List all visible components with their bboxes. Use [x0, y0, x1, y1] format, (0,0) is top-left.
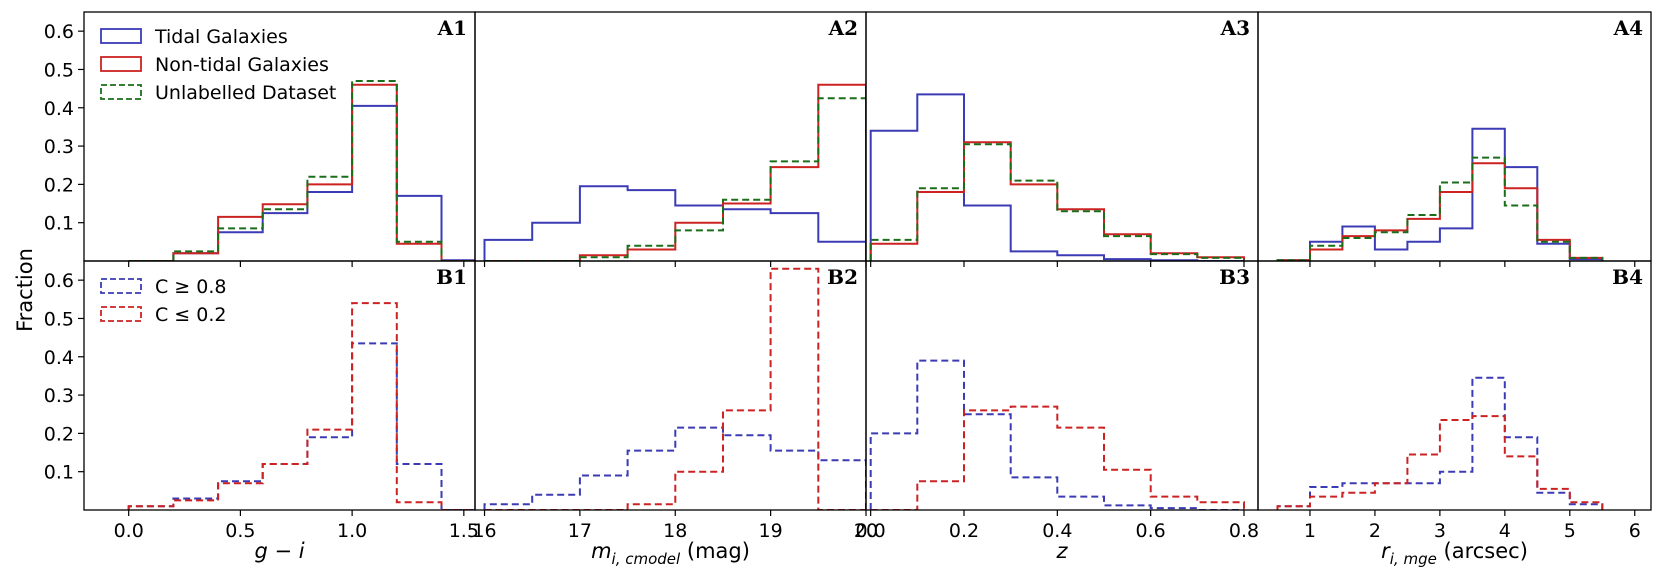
- series-b2-c_high: [483, 426, 866, 510]
- series-b1-c_low: [127, 302, 475, 510]
- x-axis-label-col3: z: [1055, 539, 1068, 563]
- y-tick-label: 0.6: [44, 270, 74, 292]
- y-axis-label: Fraction: [13, 248, 37, 332]
- panel-label-b1: B1: [436, 265, 467, 289]
- panel-b2: B2 16 17 18 19 20: [472, 260, 878, 542]
- panel-frame: [1257, 11, 1652, 262]
- legend-swatch: [100, 306, 142, 322]
- x-tick-label: 2: [1369, 520, 1381, 542]
- x-tick-label: 1.5: [449, 520, 479, 542]
- panel-frame: [83, 260, 476, 511]
- panel-label-a1: A1: [437, 16, 467, 40]
- y-tick-label: 0.3: [44, 136, 74, 158]
- panel-a1: A1 0.1 0.2 0.3 0.4 0.5 0.6: [44, 11, 476, 267]
- panel-label-b4: B4: [1612, 265, 1643, 289]
- series-b2-c_low: [484, 267, 866, 510]
- x-tick-label: 4: [1499, 520, 1511, 542]
- x-tick-label: 1.0: [337, 520, 367, 542]
- y-tick-label: 0.3: [44, 385, 74, 407]
- x-tick-label: 0.4: [1042, 520, 1072, 542]
- panel-label-b3: B3: [1219, 265, 1250, 289]
- legend-swatch: [100, 278, 142, 294]
- legend-label: Unlabelled Dataset: [155, 82, 336, 104]
- x-tick-label: 18: [663, 520, 687, 542]
- legend-swatch: [100, 56, 142, 72]
- x-tick-label: 0.2: [949, 520, 979, 542]
- panel-label-a3: A3: [1220, 16, 1250, 40]
- series-a4-tidal: [1276, 127, 1604, 261]
- series-b1-c_high: [127, 342, 475, 510]
- x-axis-label-col4: ri, mge (arcsec): [1381, 539, 1528, 568]
- y-tick-label: 0.4: [44, 98, 74, 120]
- panel-label-b2: B2: [827, 265, 858, 289]
- series-a3-nontidal: [869, 141, 1245, 261]
- series-b4-c_low: [1276, 415, 1604, 510]
- y-tick-label: 0.1: [44, 462, 74, 484]
- legend-swatch: [100, 84, 142, 100]
- legend-label: C ≤ 0.2: [155, 304, 226, 326]
- x-tick-label: 5: [1564, 520, 1576, 542]
- y-tick-label: 0.6: [44, 21, 74, 43]
- x-axis-label-col1: g − i: [254, 539, 304, 563]
- x-tick-label: 3: [1434, 520, 1446, 542]
- legend-swatch: [100, 28, 142, 44]
- panel-b3: B3 0.0 0.2 0.4 0.6 0.8: [856, 260, 1259, 542]
- x-tick-label: 16: [472, 520, 496, 542]
- panel-frame: [83, 11, 476, 262]
- x-tick-label: 17: [568, 520, 592, 542]
- panels-layer: A1 0.1 0.2 0.3 0.4 0.5 0.6 B1 0.1 0.2 0.3 0.4 0.5 0.6…: [44, 11, 1652, 568]
- x-tick-label: 1: [1304, 520, 1316, 542]
- panel-frame: [865, 260, 1259, 511]
- x-tick-label: 0.8: [1229, 520, 1259, 542]
- series-a2-unlabelled: [484, 97, 866, 261]
- y-tick-label: 0.4: [44, 347, 74, 369]
- x-tick-label: 6: [1629, 520, 1641, 542]
- legend-label: Tidal Galaxies: [154, 26, 288, 48]
- legend-label: C ≥ 0.8: [155, 276, 226, 298]
- panel-label-a4: A4: [1613, 16, 1644, 40]
- x-tick-label: 0.0: [114, 520, 144, 542]
- y-tick-label: 0.5: [44, 308, 74, 330]
- panel-label-a2: A2: [828, 16, 858, 40]
- panel-a4: A4: [1257, 11, 1652, 267]
- x-tick-label: 0.6: [1136, 520, 1166, 542]
- x-tick-label: 19: [759, 520, 783, 542]
- series-b3-c_high: [869, 359, 1244, 510]
- x-axis-label-col2: mi, cmodel (mag): [591, 539, 750, 568]
- y-tick-label: 0.5: [44, 59, 74, 81]
- legends-layer: Tidal Galaxies Non-tidal Galaxies Unlabell…: [100, 26, 336, 326]
- panel-a3: A3: [865, 11, 1259, 267]
- legend-top: Tidal Galaxies Non-tidal Galaxies Unlabell…: [100, 26, 336, 104]
- series-a3-unlabelled: [869, 143, 1245, 261]
- legend-bottom: C ≥ 0.8 C ≤ 0.2: [100, 276, 226, 326]
- x-tick-label: 0.0: [856, 520, 886, 542]
- series-a3-tidal: [869, 93, 1244, 261]
- panel-b1: B1 0.1 0.2 0.3 0.4 0.5 0.6 0.0 0.5 1.0 1.5: [44, 260, 479, 542]
- series-a4-nontidal: [1276, 162, 1604, 261]
- series-a2-nontidal: [484, 83, 866, 261]
- panel-b4: B4 1 2 3 4 5 6: [1257, 260, 1652, 542]
- series-b3-c_low: [870, 405, 1245, 510]
- series-a2-tidal: [483, 185, 866, 261]
- legend-label: Non-tidal Galaxies: [155, 54, 329, 76]
- series-a4-unlabelled: [1276, 156, 1604, 261]
- series-a1-unlabelled: [128, 80, 475, 261]
- panel-frame: [474, 260, 867, 511]
- series-a1-nontidal: [128, 83, 475, 261]
- panel-frame: [1257, 260, 1652, 511]
- series-b4-c_high: [1276, 376, 1604, 510]
- panel-frame: [865, 11, 1259, 262]
- y-tick-label: 0.2: [44, 174, 74, 196]
- panel-a2: A2: [474, 11, 867, 267]
- x-tick-label: 20: [854, 520, 878, 542]
- x-tick-label: 0.5: [225, 520, 255, 542]
- y-tick-label: 0.1: [44, 213, 74, 235]
- y-tick-label: 0.2: [44, 423, 74, 445]
